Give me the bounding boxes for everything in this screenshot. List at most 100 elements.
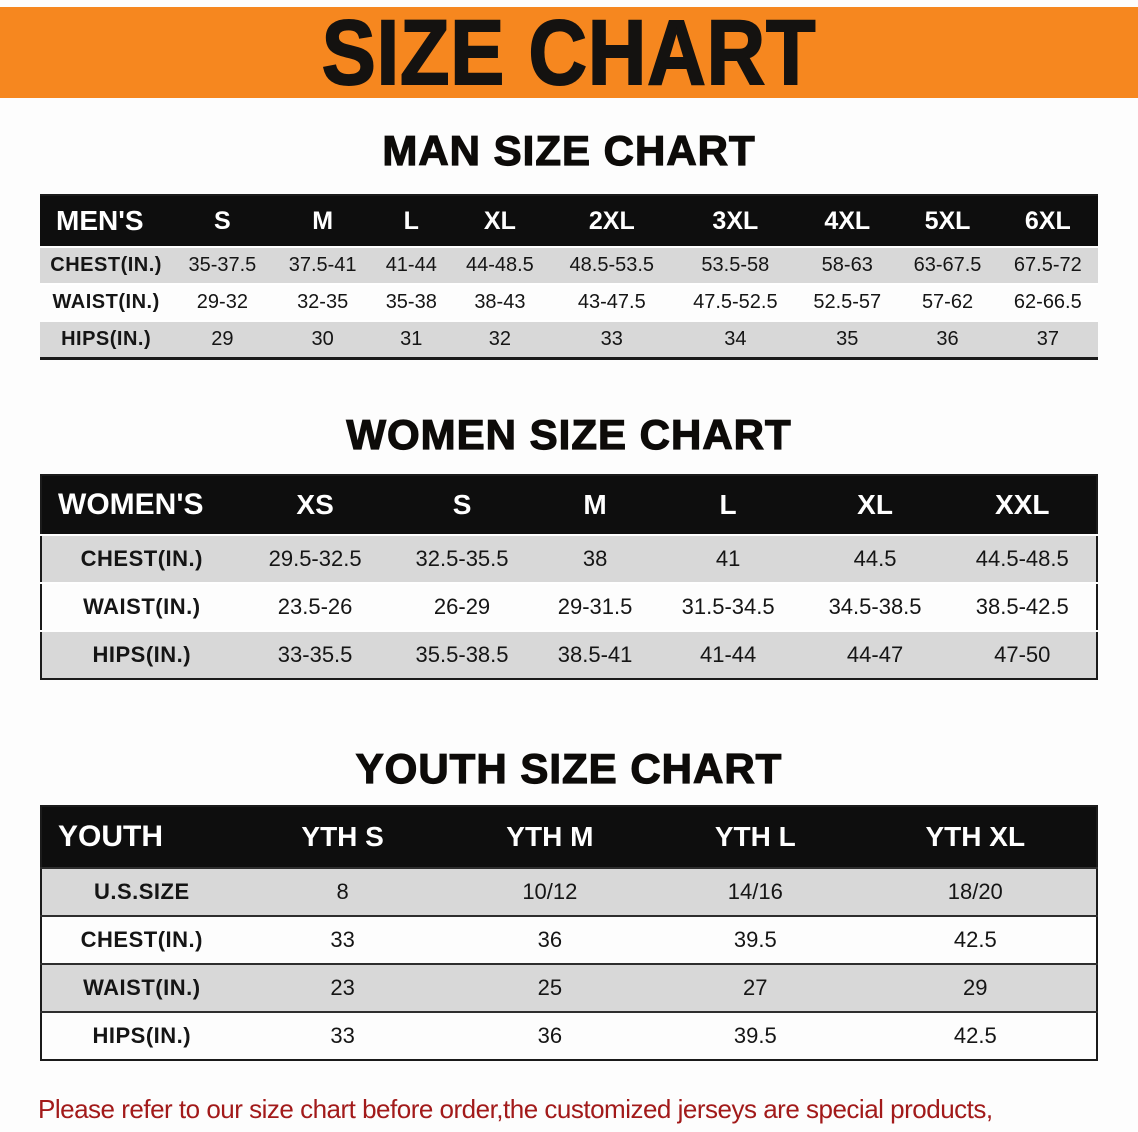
value-cell: 53.5-58 bbox=[701, 254, 770, 277]
value-cell: 33 bbox=[600, 328, 623, 351]
size-header-cell: S bbox=[172, 195, 273, 248]
youth-size-table: YOUTH YTH S YTH M YTH L YTH XL U.S.SIZE 8 10/12… bbox=[40, 804, 1098, 1061]
size-header-cell: 6XL bbox=[997, 195, 1098, 248]
disclaimer-line-1: Please refer to our size chart before or… bbox=[38, 1093, 993, 1124]
size-header-cell: YTH XL bbox=[854, 805, 1097, 868]
value-cell: 43-47.5 bbox=[577, 291, 646, 314]
value-cell: 35.5-38.5 bbox=[415, 642, 509, 668]
size-header-cell: XL bbox=[801, 475, 949, 536]
value-cell: 38.5-41 bbox=[557, 642, 633, 668]
women-section-title: WOMEN SIZE CHART bbox=[346, 411, 792, 459]
table-row: CHEST(IN.) 35-37.5 37.5-41 41-44 44-48.5 48.5… bbox=[40, 247, 1098, 285]
table-title-cell: WOMEN'S bbox=[41, 475, 242, 536]
value-cell: 42.5 bbox=[953, 926, 997, 952]
value-cell: 25 bbox=[537, 974, 563, 1000]
table-row: WAIST(IN.) 29-32 32-35 35-38 38-43 43-47.5 47.… bbox=[40, 284, 1098, 322]
value-cell: 37.5-41 bbox=[288, 254, 357, 277]
value-cell: 18/20 bbox=[947, 878, 1003, 904]
value-cell: 29 bbox=[211, 328, 234, 351]
value-cell: 27 bbox=[743, 974, 768, 1000]
table-row: WAIST(IN.) 23 25 27 29 bbox=[41, 963, 1097, 1012]
value-cell: 38.5-42.5 bbox=[975, 594, 1069, 620]
value-cell: 33 bbox=[330, 926, 355, 952]
size-header-cell: 4XL bbox=[797, 195, 898, 248]
table-row: CHEST(IN.) 29.5-32.5 32.5-35.5 38 41 44.5 44.5… bbox=[41, 535, 1097, 584]
value-cell: 44.5-48.5 bbox=[975, 546, 1069, 572]
value-cell: 48.5-53.5 bbox=[569, 254, 655, 277]
table-title-cell: MEN'S bbox=[40, 195, 173, 248]
value-cell: 32 bbox=[488, 328, 512, 351]
value-cell: 35-37.5 bbox=[188, 254, 257, 277]
value-cell: 29-32 bbox=[196, 291, 248, 314]
row-label: CHEST(IN.) bbox=[80, 926, 203, 952]
value-cell: 47.5-52.5 bbox=[693, 291, 778, 314]
value-cell: 33-35.5 bbox=[277, 642, 353, 668]
value-cell: 36 bbox=[537, 926, 563, 952]
row-label: HIPS(IN.) bbox=[92, 1022, 192, 1048]
value-cell: 10/12 bbox=[522, 878, 578, 904]
value-cell: 29 bbox=[963, 974, 988, 1000]
value-cell: 26-29 bbox=[433, 594, 491, 620]
men-size-table: MEN'S S M L XL 2XL 3XL 4XL 5XL 6XL CHEST(IN.) 35-37… bbox=[40, 194, 1098, 361]
row-label: WAIST(IN.) bbox=[83, 974, 201, 1000]
value-cell: 37 bbox=[1036, 328, 1059, 351]
row-label: WAIST(IN.) bbox=[83, 594, 201, 620]
table-row: WAIST(IN.) 23.5-26 26-29 29-31.5 31.5-34.5 34… bbox=[41, 583, 1097, 632]
value-cell: 41-44 bbox=[699, 642, 757, 668]
value-cell: 39.5 bbox=[733, 926, 777, 952]
size-header-cell: L bbox=[654, 475, 802, 536]
value-cell: 44.5 bbox=[853, 546, 897, 572]
row-label: WAIST(IN.) bbox=[52, 291, 160, 314]
size-header-cell: S bbox=[388, 475, 536, 536]
value-cell: 33 bbox=[330, 1022, 355, 1048]
value-cell: 42.5 bbox=[953, 1022, 997, 1048]
men-section-title: MAN SIZE CHART bbox=[382, 127, 756, 175]
value-cell: 44-47 bbox=[846, 642, 904, 668]
size-header-cell: L bbox=[372, 195, 450, 248]
header-row: YOUTH YTH S YTH M YTH L YTH XL bbox=[41, 805, 1097, 868]
youth-section-title: YOUTH SIZE CHART bbox=[355, 745, 783, 793]
value-cell: 23 bbox=[330, 974, 355, 1000]
disclaimer-text: Please refer to our size chart before or… bbox=[0, 1089, 1138, 1132]
table-row: HIPS(IN.) 33-35.5 35.5-38.5 38.5-41 41-44 44-… bbox=[41, 631, 1097, 680]
value-cell: 41 bbox=[715, 546, 741, 572]
header-row: WOMEN'S XS S M L XL XXL bbox=[41, 475, 1097, 536]
value-cell: 44-48.5 bbox=[465, 254, 534, 277]
value-cell: 31 bbox=[400, 328, 423, 351]
value-cell: 32.5-35.5 bbox=[415, 546, 509, 572]
row-label: U.S.SIZE bbox=[93, 878, 190, 904]
size-header-cell: M bbox=[535, 475, 655, 536]
value-cell: 23.5-26 bbox=[277, 594, 353, 620]
value-cell: 35 bbox=[836, 328, 859, 351]
size-header-cell: 3XL bbox=[673, 195, 798, 248]
value-cell: 57-62 bbox=[921, 291, 974, 314]
value-cell: 29.5-32.5 bbox=[268, 546, 362, 572]
size-header-cell: XS bbox=[241, 475, 389, 536]
value-cell: 31.5-34.5 bbox=[681, 594, 775, 620]
banner: SIZE CHART bbox=[0, 1, 1138, 104]
table-row: U.S.SIZE 8 10/12 14/16 18/20 bbox=[41, 867, 1097, 916]
value-cell: 41-44 bbox=[385, 254, 437, 277]
size-header-cell: 5XL bbox=[897, 195, 998, 248]
value-cell: 47-50 bbox=[994, 642, 1051, 668]
value-cell: 38-43 bbox=[474, 291, 526, 314]
size-header-cell: XXL bbox=[948, 475, 1097, 536]
page-title: SIZE CHART bbox=[321, 1, 817, 104]
size-header-cell: M bbox=[272, 195, 373, 248]
size-header-cell: YTH L bbox=[656, 805, 855, 868]
table-row: HIPS(IN.) 33 36 39.5 42.5 bbox=[41, 1011, 1097, 1060]
row-label: CHEST(IN.) bbox=[80, 546, 203, 572]
value-cell: 58-63 bbox=[821, 254, 873, 277]
value-cell: 36 bbox=[537, 1022, 563, 1048]
size-header-cell: YTH M bbox=[443, 805, 657, 868]
table-title-cell: YOUTH bbox=[41, 805, 242, 868]
value-cell: 30 bbox=[311, 328, 334, 351]
size-header-cell: 2XL bbox=[550, 195, 674, 248]
value-cell: 36 bbox=[936, 328, 959, 351]
value-cell: 34.5-38.5 bbox=[828, 594, 922, 620]
value-cell: 8 bbox=[336, 878, 349, 904]
value-cell: 39.5 bbox=[733, 1022, 777, 1048]
value-cell: 52.5-57 bbox=[813, 291, 882, 314]
value-cell: 14/16 bbox=[727, 878, 783, 904]
